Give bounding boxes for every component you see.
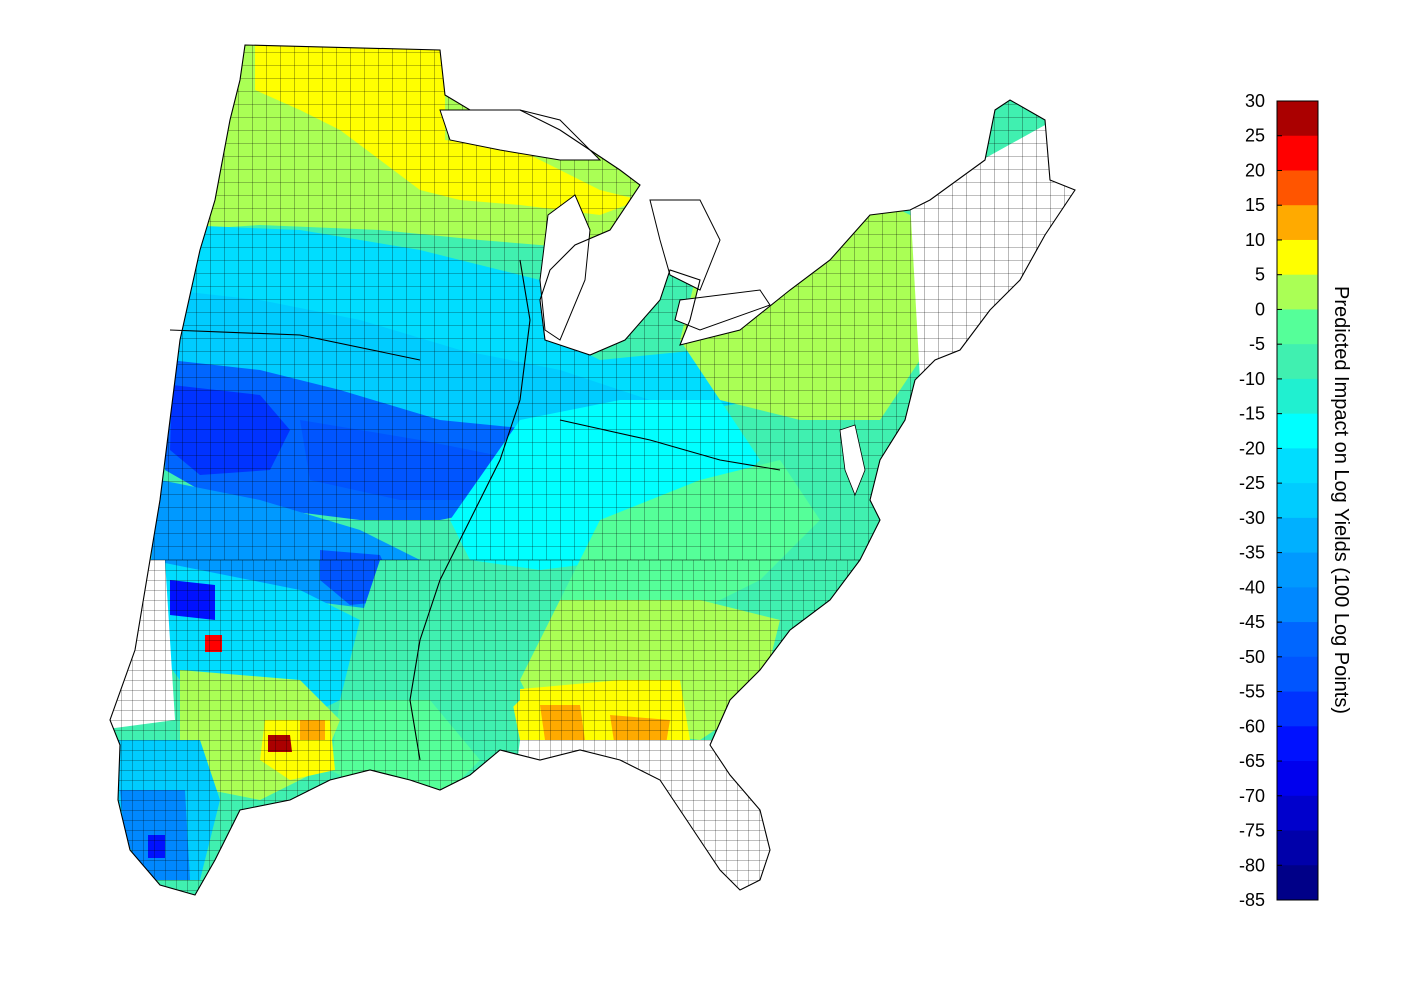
- colorbar-swatch: [1277, 239, 1318, 276]
- colorbar-tick-label: 10: [1245, 230, 1265, 250]
- county-grid-north: [110, 45, 1075, 560]
- colorbar-swatch: [1277, 170, 1318, 206]
- colorbar-swatch: [1277, 274, 1318, 310]
- colorbar-swatch: [1277, 205, 1318, 241]
- colorbar-tick-label: -10: [1239, 369, 1265, 389]
- colorbar-swatch: [1277, 378, 1318, 415]
- colorbar-swatch: [1277, 517, 1318, 554]
- state-line-plains: [169, 329, 421, 361]
- colorbar-swatch: [1277, 483, 1318, 519]
- lake-superior: [439, 109, 602, 161]
- colorbar-tick-label: -80: [1239, 855, 1265, 875]
- colorbar-swatch: [1277, 795, 1318, 832]
- colorbar-tick-label: 30: [1245, 91, 1265, 111]
- colorbar-ticks: 30 25 20 15 10 5 0 -5 -10 -15 -20 -25 -30 -35 -40 -45 -5…: [1239, 91, 1282, 910]
- colorbar-tick-label: 5: [1255, 265, 1265, 285]
- colorbar-tick-label: -40: [1239, 577, 1265, 597]
- colorbar-swatch: [1277, 830, 1318, 866]
- colorbar-tick-label: 25: [1245, 126, 1265, 146]
- mississippi-river-line: [409, 259, 531, 761]
- colorbar-swatch: [1277, 135, 1318, 171]
- colorbar-tick-label: -85: [1239, 890, 1265, 910]
- colorbar-tick-label: -25: [1239, 473, 1265, 493]
- colorbar-tick-label: -70: [1239, 786, 1265, 806]
- colorbar-tick-label: -60: [1239, 716, 1265, 736]
- colorbar-swatch: [1277, 656, 1318, 693]
- lake-michigan: [539, 194, 591, 341]
- county-grid-south: [110, 560, 1075, 895]
- colorbar-tick-label: -65: [1239, 751, 1265, 771]
- colorbar-swatch: [1277, 622, 1318, 658]
- colorbar-swatch: [1277, 552, 1318, 588]
- colorbar-swatch: [1277, 448, 1318, 484]
- colorbar-swatch: [1277, 726, 1318, 762]
- colorbar-tick-label: -20: [1239, 438, 1265, 458]
- colorbar-tick-label: 0: [1255, 299, 1265, 319]
- colorbar-tick-label: 15: [1245, 195, 1265, 215]
- colorbar-tick-label: -30: [1239, 508, 1265, 528]
- colorbar-tick-label: -55: [1239, 682, 1265, 702]
- colorbar-swatch: [1277, 587, 1318, 623]
- colorbar-tick-label: -35: [1239, 543, 1265, 563]
- lake-erie: [674, 289, 771, 331]
- colorbar-tick-label: 20: [1245, 160, 1265, 180]
- colorbar-swatch: [1277, 761, 1318, 797]
- colorbar-tick-label: -45: [1239, 612, 1265, 632]
- chesapeake-bay: [839, 424, 866, 497]
- lake-huron: [649, 199, 721, 291]
- colorbar-title: Predicted Impact on Log Yields (100 Log …: [1330, 286, 1352, 714]
- colorbar-swatch: [1277, 344, 1318, 380]
- colorbar-tick-label: -5: [1249, 334, 1265, 354]
- colorbar-tick-label: -75: [1239, 821, 1265, 841]
- colorbar-swatch: [1277, 309, 1318, 345]
- colorbar-swatch: [1277, 413, 1318, 449]
- state-line-ohio: [559, 419, 781, 471]
- colorbar-swatch: [1277, 865, 1318, 901]
- colorbar-tick-label: -15: [1239, 404, 1265, 424]
- colorbar-swatch: [1277, 101, 1318, 137]
- colorbar-tick-label: -50: [1239, 647, 1265, 667]
- colorbar-frame: [1276, 100, 1319, 901]
- colorbar-swatch: [1277, 691, 1318, 727]
- colorbar: [1276, 100, 1319, 901]
